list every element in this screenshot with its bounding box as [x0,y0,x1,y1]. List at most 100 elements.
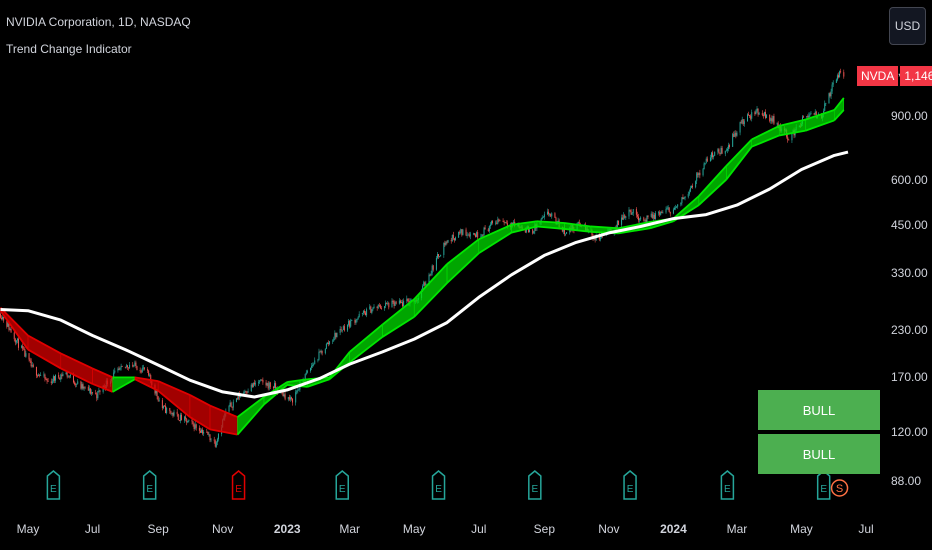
trend-band-segment [60,353,93,385]
candle-body [824,103,826,111]
candle-body [810,113,812,115]
trend-band-edge [833,97,845,111]
candle-body [727,145,729,149]
candle-body [711,152,713,158]
price-tick-label: 450.00 [891,217,928,232]
candle-body [98,390,100,392]
indicator-name[interactable]: Trend Change Indicator [6,42,132,56]
candle-body [659,212,661,215]
candle-body [638,216,640,221]
candle-body [468,234,470,237]
candle-body [213,439,215,441]
candle-body [647,215,649,217]
candle-body [832,82,834,85]
candle-body [683,197,685,200]
candle-body [92,392,94,394]
candle-body [682,197,684,200]
candle-body [172,413,174,416]
last-price-badge: NVDA 1,146.23 [857,66,932,86]
candle-body [566,232,568,234]
candle-body [81,384,83,389]
candle-body [132,364,134,367]
candle-body [451,234,453,242]
candle-body [721,147,723,154]
candle-body [704,163,706,164]
candle-body [201,429,203,433]
candle-body [652,214,654,219]
candle-body [363,311,365,313]
candle-body [51,381,53,383]
trend-band-edge [413,263,448,300]
candle-body [661,211,663,213]
trend-band-edge [134,376,159,382]
trend-band-edge [263,384,288,406]
trend-band-edge [0,310,29,351]
candle-body [499,220,501,222]
candle-body [59,377,61,380]
candle-body [422,285,424,291]
candle-body [481,234,483,237]
candle-body [662,212,664,214]
candle-body [261,379,263,381]
earnings-icon [623,470,637,500]
candle-body [533,231,535,234]
candle-body [258,382,260,384]
candle-body [839,71,841,78]
candle-body [143,367,145,370]
candle-body [529,229,531,233]
candle-body [629,209,631,211]
currency-button[interactable]: USD [889,7,926,45]
candle-body [113,372,115,378]
candle-body [135,362,137,367]
candle-body [348,321,350,325]
candle-body [428,274,430,284]
candle-body [624,215,626,218]
earnings-label: E [435,484,442,495]
candle-body [296,391,298,393]
candle-body [329,341,331,344]
candle-body [129,364,131,368]
candle-body [696,173,698,182]
candle-body [401,302,403,304]
candle-body [387,303,389,304]
candle-body [453,238,455,241]
time-tick-label: Mar [726,522,748,536]
candle-body [837,75,839,78]
trend-band-edge [805,119,835,132]
candle-body [32,365,34,367]
candle-body [84,386,86,388]
candle-body [6,320,8,327]
candle-body [67,375,69,377]
candle-body [320,350,322,352]
candle-body [23,348,25,350]
candle-body [831,84,833,92]
candle-body [825,103,827,104]
candle-body [640,217,642,220]
trend-band-edge [590,225,619,230]
candle-body [62,374,64,376]
candle-body [243,392,245,395]
candle-body [311,365,313,368]
candle-body [467,234,469,236]
earnings-label: E [235,484,242,495]
candle-body [3,316,5,321]
candle-body [791,133,793,141]
candle-body [490,221,492,225]
symbol-label: NVDA [857,66,899,86]
time-tick-label: Nov [212,522,234,536]
candle-body [454,237,456,241]
candle-body [669,212,671,214]
candle-body [706,158,708,162]
candle-body [161,400,163,409]
candle-body [369,306,371,310]
candle-body [410,299,412,302]
candle-body [461,229,463,235]
trend-band-edge [349,336,384,364]
candle-body [347,324,349,331]
candle-body [265,382,267,386]
candle-body [203,431,205,434]
candle-body [134,362,136,366]
candle-body [631,213,633,215]
candle-body [506,223,508,226]
